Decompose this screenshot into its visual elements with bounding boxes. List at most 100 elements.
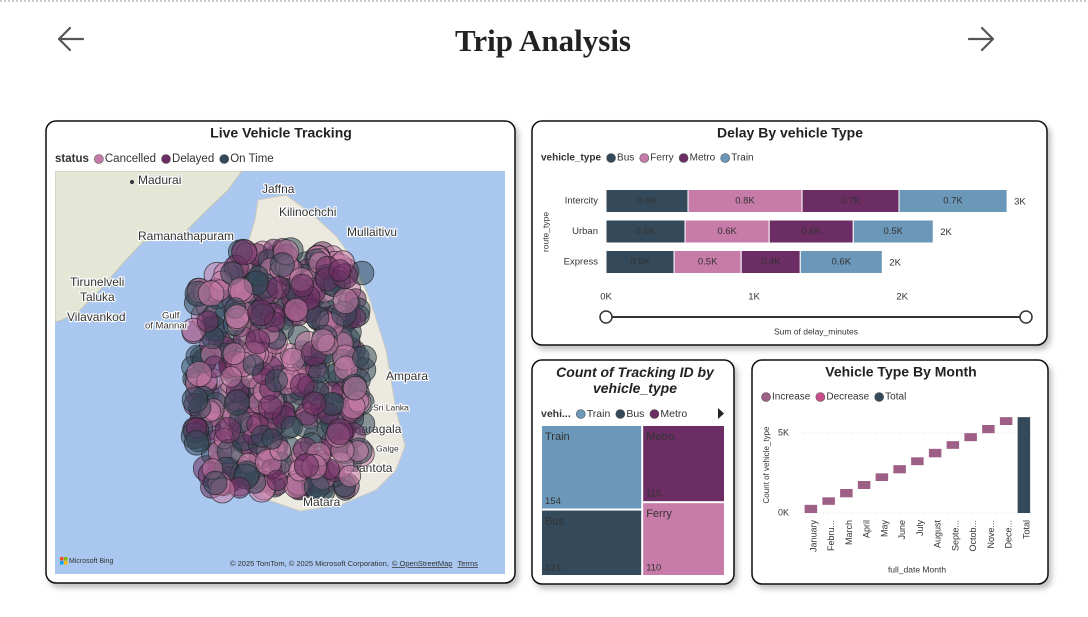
x-tick-label: Nove...	[986, 520, 996, 549]
map-bubble	[222, 342, 246, 366]
treemap-tile	[643, 426, 724, 502]
map-bubble	[183, 430, 210, 456]
forward-arrow[interactable]	[967, 26, 995, 52]
waterfall-bar	[840, 489, 853, 498]
legend-swatch	[161, 154, 171, 164]
legend-label: Cancelled	[105, 153, 156, 165]
tile-value: 121	[545, 563, 561, 574]
osm-link[interactable]: © OpenStreetMap	[392, 559, 453, 568]
place-label: Ampara	[386, 369, 428, 383]
treemap-title: Count of Tracking ID by vehicle_type	[556, 364, 714, 396]
legend-swatch	[615, 409, 626, 419]
value-label: 0.5K	[698, 257, 718, 268]
x-tick-label: Septe...	[950, 520, 960, 551]
place-label: Madurai	[138, 173, 181, 187]
map-bubble	[290, 373, 315, 398]
legend-label: Increase	[772, 392, 811, 403]
bar-segment	[852, 219, 934, 244]
treemap-tile	[542, 510, 642, 575]
legend-swatch	[815, 392, 826, 402]
place-label: Matara	[303, 495, 341, 509]
place-label: Tirunelveli	[70, 275, 124, 289]
map-bubble	[202, 470, 228, 496]
legend-title: vehicle_type	[541, 153, 601, 164]
map-bubble	[290, 273, 315, 298]
logo-square	[60, 557, 64, 561]
value-label: 0.6K	[637, 196, 657, 207]
waterfall-bar	[804, 504, 818, 513]
terms-link[interactable]: Terms	[457, 559, 478, 568]
waterfall-bar	[946, 441, 960, 449]
map-bubble	[264, 369, 288, 393]
legend-swatch	[678, 153, 689, 163]
category-label: Intercity	[565, 196, 599, 207]
legend-label: Decrease	[826, 392, 869, 403]
slider-handle[interactable]	[599, 310, 613, 324]
total-bar	[1017, 417, 1031, 513]
slider-handle[interactable]	[1019, 310, 1033, 324]
tile-value: 115	[646, 489, 661, 500]
logo-square	[64, 557, 68, 561]
value-label: 0.5K	[636, 226, 656, 237]
legend-label: Train	[587, 408, 611, 420]
map-bubble	[186, 360, 213, 387]
place-label: Kilinochchi	[279, 205, 336, 219]
tile-value: 154	[545, 496, 561, 507]
map-bubble	[197, 280, 225, 307]
map-bubble	[196, 310, 219, 333]
legend-label: Bus	[626, 408, 644, 420]
map-bubble	[293, 453, 319, 479]
tile-name: Bus	[545, 515, 564, 527]
place-label: Gulf	[162, 311, 180, 322]
value-label: 0.6K	[832, 257, 852, 268]
map-bubble	[220, 366, 243, 388]
y-axis-label: Count of vehicle_type	[762, 426, 771, 503]
place-label: of Mannar	[145, 321, 188, 332]
legend-label: Total	[885, 392, 906, 403]
value-label: 0.8K	[735, 196, 755, 207]
x-tick-label: Dece...	[1004, 520, 1014, 549]
map-bubble	[284, 297, 309, 322]
waterfall-bar	[875, 473, 889, 481]
map-bubble	[247, 299, 275, 327]
treemap-tile	[542, 426, 642, 509]
map-bubble	[214, 417, 242, 444]
x-tick-label: July	[915, 520, 925, 537]
waterfall-bar	[893, 465, 906, 474]
legend-label: On Time	[230, 153, 273, 165]
y-axis-label: route_type	[540, 212, 550, 252]
map-bubble	[224, 304, 250, 330]
city-marker	[130, 180, 134, 184]
mainland	[55, 171, 243, 323]
tile-name: Train	[545, 431, 570, 443]
legend-scroll[interactable]	[718, 408, 724, 419]
waterfall-bar	[928, 448, 942, 458]
value-label: 0.4K	[761, 257, 781, 268]
total-label: 2K	[940, 227, 952, 238]
map-bubble	[266, 276, 290, 300]
map-bubble	[311, 328, 335, 353]
tile-name: Metro	[646, 431, 674, 443]
legend-swatch	[874, 392, 884, 402]
total-label: 3K	[1014, 197, 1026, 208]
legend-swatch	[606, 153, 616, 163]
legend-swatch	[219, 154, 230, 164]
waterfall-bar	[982, 425, 995, 434]
place-labels-top: Madurai Jaffna Kilinochchi Mullaitivu Ramana…	[66, 172, 430, 510]
tile-name: Ferry	[646, 508, 672, 520]
place-label: Sri Lanka	[373, 402, 409, 412]
x-tick-label: August	[933, 520, 943, 549]
chart-title: Vehicle Type By Month	[825, 364, 976, 380]
legend-label: Metro	[660, 408, 687, 420]
map-bubble	[302, 391, 327, 416]
legend-label: Train	[731, 153, 753, 164]
y-tick-label: 0K	[778, 507, 789, 517]
place-label: Mullaitivu	[347, 225, 397, 239]
bar-segment	[898, 189, 1008, 213]
map-bubble	[342, 375, 368, 401]
back-arrow[interactable]	[57, 26, 85, 52]
map-bubble	[242, 354, 265, 376]
x-tick-label: May	[879, 520, 889, 538]
